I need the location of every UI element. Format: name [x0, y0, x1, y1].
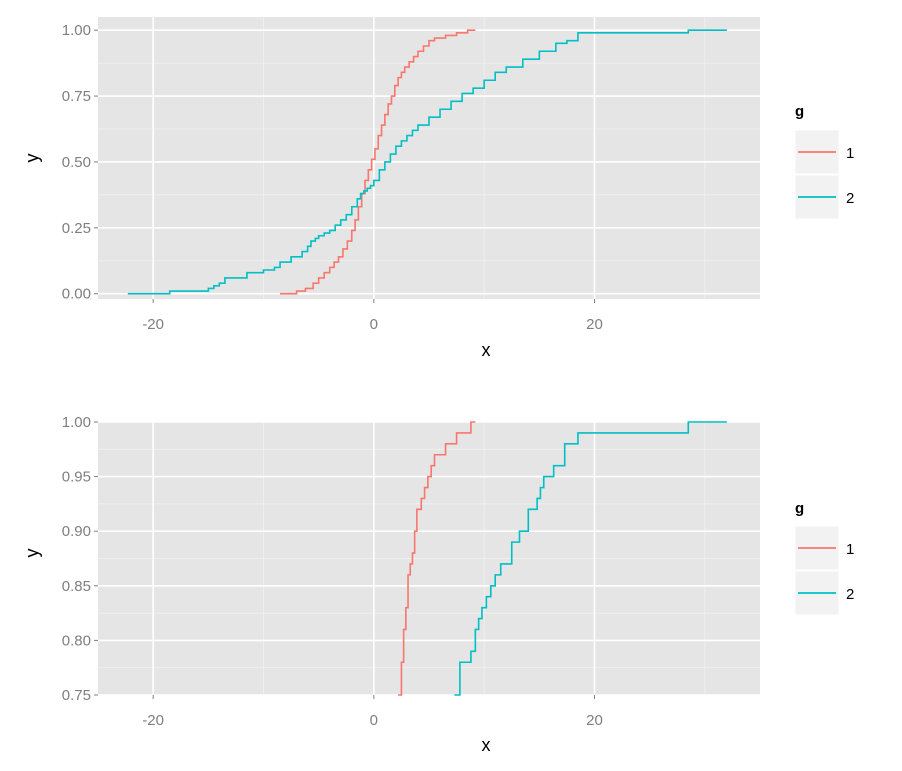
x-tick-label: 20	[586, 316, 603, 333]
legend-title: g	[795, 103, 804, 120]
panel-background	[98, 17, 760, 299]
series-1-line	[398, 421, 476, 696]
legend: g 1 2	[794, 103, 854, 220]
legend: g 1 2	[794, 500, 854, 616]
legend-label-1: 1	[846, 541, 854, 558]
y-tick-label: 0.00	[62, 286, 91, 303]
panel-1: -20 0 20 0.00 0.25 0.50 0.75 1.00 x y g 1 2	[22, 17, 854, 360]
x-axis-title: x	[482, 735, 491, 755]
x-tick-label: 0	[370, 316, 378, 333]
x-tick-label: -20	[142, 316, 164, 333]
y-tick-label: 0.50	[62, 154, 91, 171]
x-tick-label: 20	[586, 712, 603, 729]
x-tick-label: 0	[370, 712, 378, 729]
panel-2: -20 0 20 0.75 0.80 0.85 0.90 0.95 1.00 x y g 1 2	[22, 414, 854, 755]
series-1-line	[280, 29, 476, 295]
y-tick-label: 0.75	[62, 687, 91, 704]
legend-label-2: 2	[846, 190, 854, 207]
x-tick-label: -20	[142, 712, 164, 729]
legend-label-1: 1	[846, 145, 854, 162]
y-axis-title: y	[22, 549, 42, 558]
x-axis-title: x	[482, 340, 491, 360]
y-axis-title: y	[22, 154, 42, 163]
y-tick-label: 1.00	[62, 22, 91, 39]
y-tick-label: 0.80	[62, 632, 91, 649]
series-2-line	[127, 29, 727, 295]
y-tick-label: 1.00	[62, 414, 91, 431]
y-tick-label: 0.85	[62, 578, 91, 595]
series-2-line	[454, 421, 727, 696]
legend-label-2: 2	[846, 586, 854, 603]
legend-title: g	[795, 500, 804, 517]
y-tick-label: 0.75	[62, 88, 91, 105]
y-tick-label: 0.90	[62, 523, 91, 540]
y-tick-label: 0.25	[62, 220, 91, 237]
y-tick-label: 0.95	[62, 469, 91, 486]
